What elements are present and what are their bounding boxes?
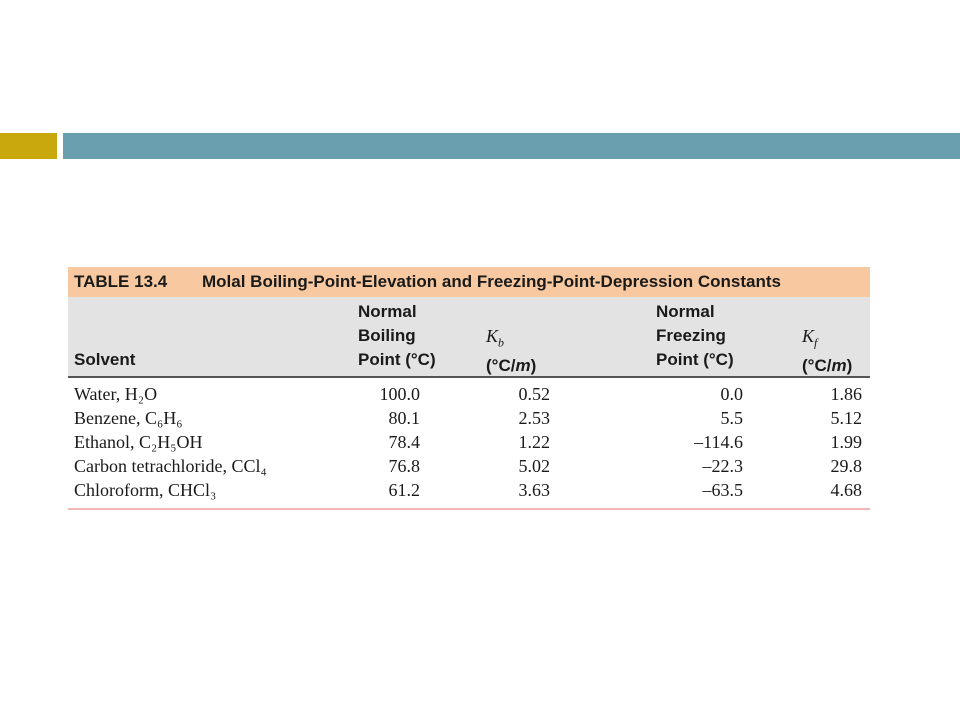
cell-freezing-point: –63.5 bbox=[702, 480, 744, 500]
header-boiling-point: Normal Boiling Point (°C) bbox=[358, 302, 436, 369]
cell-kb: 1.22 bbox=[518, 432, 551, 452]
cell-solvent: Chloroform, CHCl₃ bbox=[74, 480, 217, 500]
cell-kf: 1.86 bbox=[830, 384, 863, 404]
table-title: Molal Boiling-Point-Elevation and Freezi… bbox=[202, 272, 781, 291]
cell-kb: 5.02 bbox=[518, 456, 551, 476]
cell-solvent: Benzene, C₆H₆ bbox=[74, 408, 183, 428]
table-number: TABLE 13.4 bbox=[74, 272, 168, 291]
cell-solvent: Carbon tetrachloride, CCl₄ bbox=[74, 456, 267, 476]
header-kf: Kf (°C/m) bbox=[802, 326, 853, 376]
cell-kb: 2.53 bbox=[518, 408, 551, 428]
cell-freezing-point: 0.0 bbox=[720, 384, 744, 404]
table-header: Solvent Normal Boiling Point (°C) Kb (°C… bbox=[68, 297, 870, 378]
accent-bar-yellow bbox=[0, 133, 57, 159]
table-row: Benzene, C₆H₆ 80.1 2.53 5.5 5.12 bbox=[68, 406, 870, 430]
cell-solvent: Water, H₂O bbox=[74, 384, 158, 404]
cell-boiling-point: 76.8 bbox=[388, 456, 421, 476]
cell-boiling-point: 78.4 bbox=[388, 432, 421, 452]
cell-solvent: Ethanol, C₂H₅OH bbox=[74, 432, 203, 452]
cell-kf: 5.12 bbox=[830, 408, 863, 428]
cell-boiling-point: 100.0 bbox=[379, 384, 421, 404]
cell-freezing-point: 5.5 bbox=[720, 408, 744, 428]
table-row: Carbon tetrachloride, CCl₄ 76.8 5.02 –22… bbox=[68, 454, 870, 478]
cell-kb: 3.63 bbox=[518, 480, 551, 500]
cell-freezing-point: –114.6 bbox=[694, 432, 743, 452]
table-row: Chloroform, CHCl₃ 61.2 3.63 –63.5 4.68 bbox=[68, 478, 870, 502]
header-solvent: Solvent bbox=[74, 350, 136, 369]
header-freezing-point: Normal Freezing Point (°C) bbox=[656, 302, 734, 369]
table-caption: TABLE 13.4 Molal Boiling-Point-Elevation… bbox=[68, 267, 870, 297]
table-row: Water, H₂O 100.0 0.52 0.0 1.86 bbox=[68, 382, 870, 406]
cell-boiling-point: 61.2 bbox=[388, 480, 421, 500]
table-body: Water, H₂O 100.0 0.52 0.0 1.86 Benzene, … bbox=[68, 378, 870, 510]
accent-bar-blue bbox=[63, 133, 960, 159]
cell-kf: 4.68 bbox=[830, 480, 863, 500]
table-row: Ethanol, C₂H₅OH 78.4 1.22 –114.6 1.99 bbox=[68, 430, 870, 454]
cell-boiling-point: 80.1 bbox=[388, 408, 421, 428]
header-kb: Kb (°C/m) bbox=[486, 326, 537, 376]
cell-kf: 1.99 bbox=[830, 432, 863, 452]
cell-kf: 29.8 bbox=[830, 456, 863, 476]
cell-kb: 0.52 bbox=[518, 384, 551, 404]
cell-freezing-point: –22.3 bbox=[702, 456, 744, 476]
constants-table: TABLE 13.4 Molal Boiling-Point-Elevation… bbox=[68, 267, 870, 510]
